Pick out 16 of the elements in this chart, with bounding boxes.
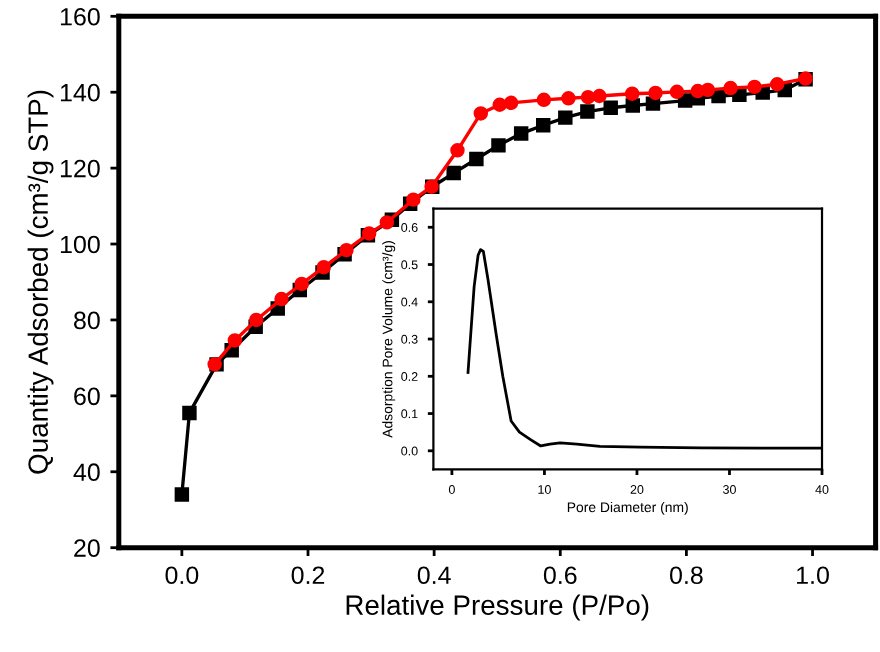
y-tick-label: 120: [60, 159, 100, 178]
y-tick-label: 60: [74, 387, 100, 406]
y-tick-label: 80: [74, 311, 100, 330]
x-tick-label: 0.4: [417, 566, 451, 585]
x-tick-label: 0.8: [670, 566, 703, 585]
y-tick-label: 100: [60, 235, 100, 254]
y-tick-label: 20: [74, 539, 100, 557]
x-tick-label: 0.0: [165, 566, 199, 585]
x-tick-label: 0.6: [543, 566, 577, 585]
y-tick-label: 40: [73, 463, 100, 482]
y-tick-label: 140: [60, 83, 100, 102]
x-axis-title: Relative Pressure (P/Po): [346, 594, 649, 621]
x-tick-label: 0.2: [291, 566, 325, 585]
y-tick-label: 160: [60, 7, 100, 26]
y-axis-title: Quantity Adsorbed (cm³/g STP): [27, 90, 54, 474]
x-tick-label: 1.0: [797, 566, 829, 585]
